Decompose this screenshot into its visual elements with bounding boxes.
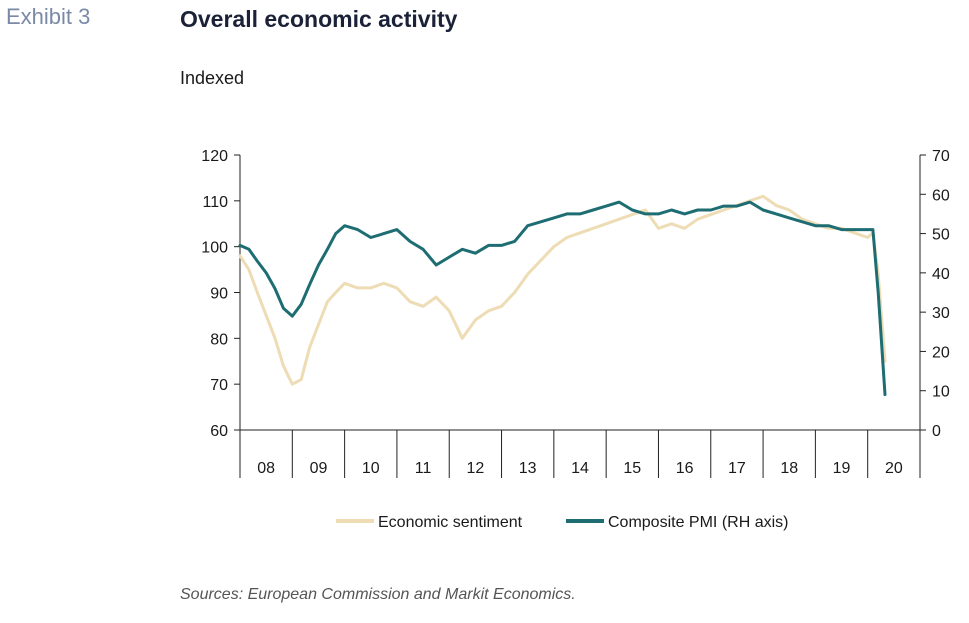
x-tick-label: 15 (623, 460, 641, 477)
right-tick-label: 50 (932, 227, 950, 244)
right-tick-label: 40 (932, 266, 950, 283)
chart-title: Overall economic activity (180, 6, 458, 32)
exhibit-label: Exhibit 3 (6, 4, 91, 29)
chart-subtitle: Indexed (180, 68, 245, 88)
right-tick-label: 30 (932, 305, 950, 322)
left-tick-label: 90 (210, 286, 228, 303)
source-note: Sources: European Commission and Markit … (180, 586, 576, 603)
x-tick-label: 18 (780, 460, 798, 477)
x-tick-label: 19 (833, 460, 851, 477)
legend-label: Economic sentiment (378, 514, 523, 531)
x-tick-label: 11 (415, 460, 432, 477)
right-tick-label: 10 (932, 384, 950, 401)
x-tick-label: 10 (362, 460, 380, 477)
x-tick-label: 16 (676, 460, 694, 477)
x-tick-label: 20 (885, 460, 903, 477)
series-line-economic-sentiment (238, 194, 887, 386)
x-tick-label: 17 (728, 460, 746, 477)
x-tick-label: 09 (310, 460, 328, 477)
right-tick-label: 20 (932, 344, 950, 361)
left-tick-label: 80 (210, 331, 228, 348)
left-tick-label: 100 (201, 240, 228, 257)
left-tick-label: 60 (210, 423, 228, 440)
left-tick-label: 110 (202, 194, 228, 211)
x-tick-label: 14 (571, 460, 589, 477)
x-tick-label: 08 (257, 460, 275, 477)
series-line-composite-pmi (238, 200, 887, 397)
left-tick-label: 120 (201, 148, 228, 165)
left-tick-label: 70 (210, 377, 228, 394)
right-tick-label: 70 (932, 148, 950, 165)
right-tick-label: 0 (932, 423, 941, 440)
legend-label: Composite PMI (RH axis) (608, 514, 788, 531)
x-tick-label: 13 (519, 460, 537, 477)
right-tick-label: 60 (932, 187, 950, 204)
x-tick-label: 12 (466, 460, 484, 477)
